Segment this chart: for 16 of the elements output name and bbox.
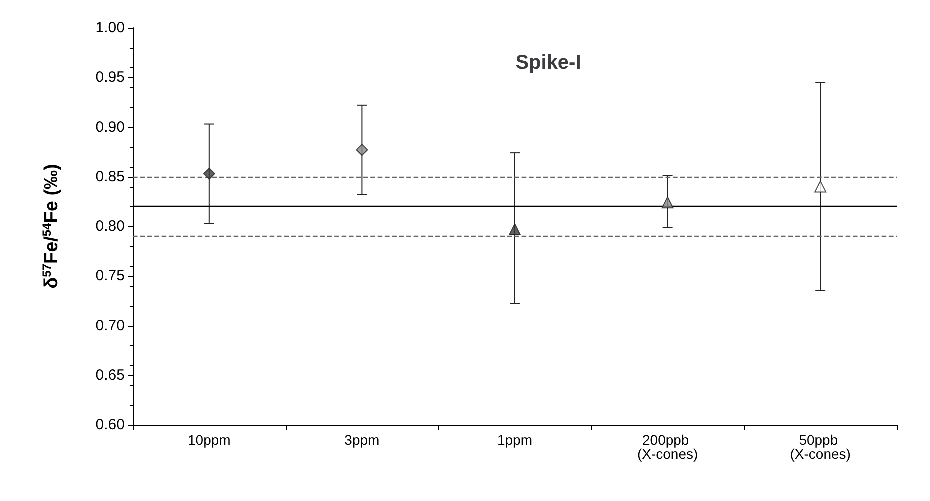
y-tick-label: 0.90 bbox=[96, 118, 125, 136]
x-tick-label: 10ppm bbox=[188, 432, 231, 448]
x-tick-label: 1ppm bbox=[497, 432, 533, 448]
x-tick-label: 200ppb (X-cones) bbox=[637, 432, 698, 462]
y-tick-label: 0.70 bbox=[96, 317, 125, 334]
text: Spike-I bbox=[516, 52, 582, 74]
x-tick-label: 50ppb (X-cones) bbox=[790, 432, 851, 462]
y-tick-label: 0.95 bbox=[96, 69, 125, 86]
y-tick-label: 0.80 bbox=[96, 218, 125, 235]
y-axis-title: δ57Fe/54Fe (‰) bbox=[40, 164, 62, 289]
y-tick-label: 1.00 bbox=[96, 20, 125, 36]
y-tick-label: 0.65 bbox=[96, 366, 125, 384]
y-tick-label: 0.60 bbox=[96, 416, 125, 434]
y-tick-label: 0.85 bbox=[96, 168, 125, 186]
y-tick-label: 0.75 bbox=[96, 268, 125, 285]
x-tick-label: 3ppm bbox=[344, 432, 380, 448]
